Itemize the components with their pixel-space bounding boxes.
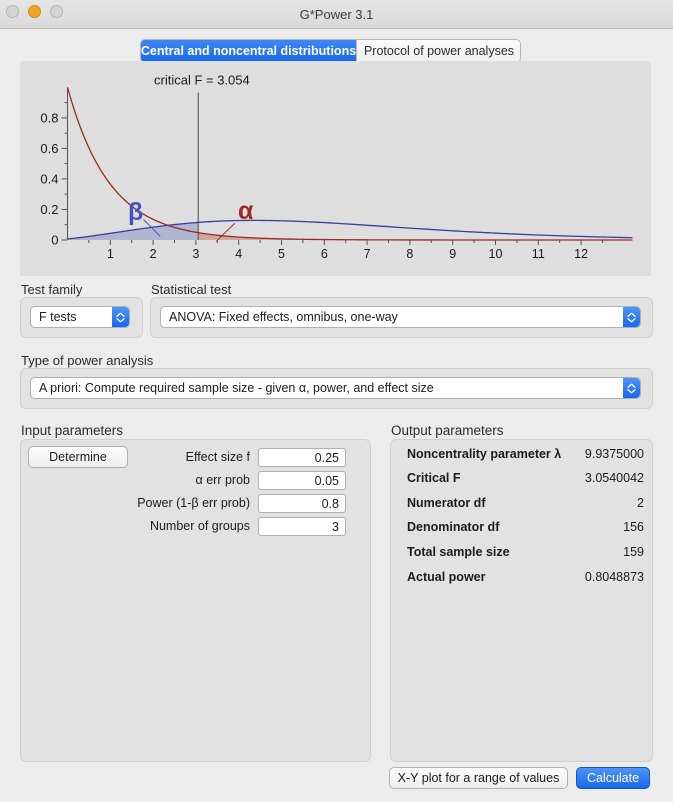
svg-text:5: 5 — [278, 247, 285, 261]
svg-text:2: 2 — [150, 247, 157, 261]
svg-text:12: 12 — [574, 247, 588, 261]
svg-text:11: 11 — [532, 247, 545, 261]
svg-text:0.2: 0.2 — [40, 202, 58, 217]
svg-text:9: 9 — [449, 247, 456, 261]
svg-text:1: 1 — [107, 247, 114, 261]
svg-text:6: 6 — [321, 247, 328, 261]
svg-text:0.6: 0.6 — [40, 141, 58, 156]
svg-text:3: 3 — [192, 247, 199, 261]
svg-text:4: 4 — [235, 247, 242, 261]
svg-text:0.4: 0.4 — [40, 171, 58, 186]
svg-text:β: β — [128, 198, 143, 226]
svg-text:0: 0 — [51, 233, 58, 248]
svg-text:8: 8 — [406, 247, 413, 261]
svg-text:0.8: 0.8 — [40, 110, 58, 125]
svg-text:critical F = 3.054: critical F = 3.054 — [154, 73, 250, 88]
svg-text:10: 10 — [489, 247, 503, 261]
svg-text:α: α — [238, 197, 254, 225]
svg-text:7: 7 — [364, 247, 371, 261]
